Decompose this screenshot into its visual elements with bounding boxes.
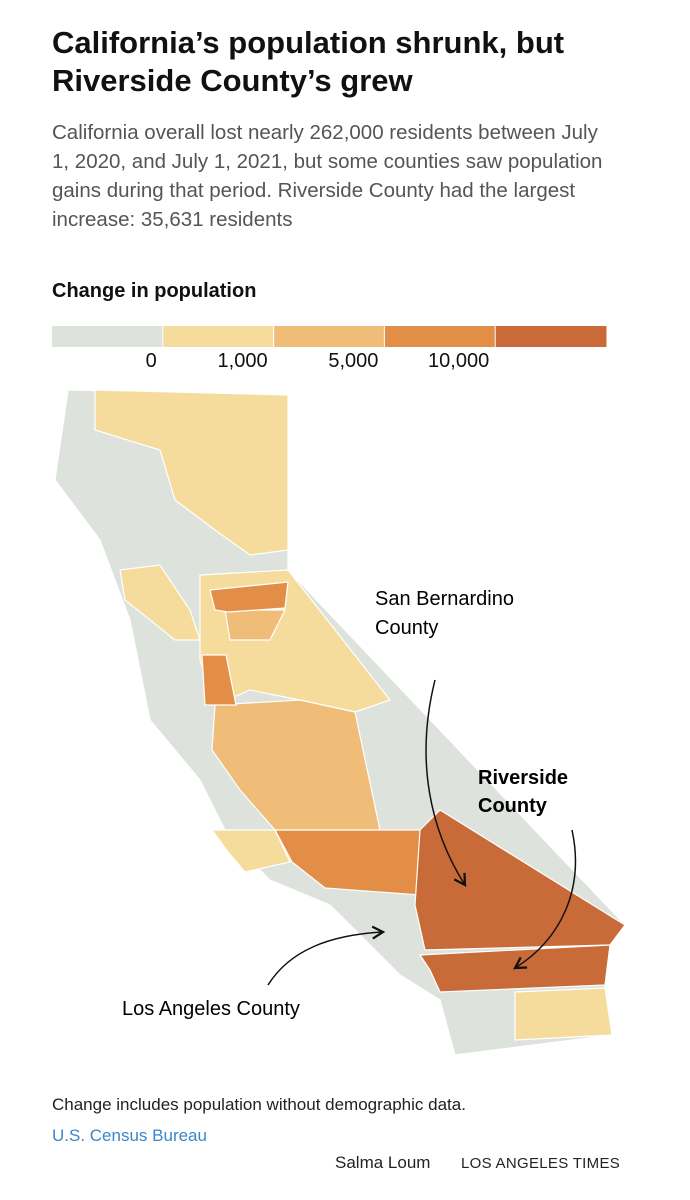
legend-title: Change in population	[52, 280, 257, 302]
region	[94, 389, 289, 556]
subtitle: California overall lost nearly 262,000 r…	[52, 121, 603, 231]
region	[514, 987, 613, 1041]
legend-swatch	[384, 326, 496, 347]
annotation: County	[375, 617, 438, 639]
legend-swatch	[162, 326, 275, 347]
legend-label: 5,000	[328, 350, 378, 372]
title: California’s population shrunk, but Rive…	[52, 25, 565, 98]
legend-swatch	[495, 326, 607, 347]
legend-label: 0	[146, 350, 157, 372]
annotation: Riverside	[478, 767, 568, 789]
region	[201, 654, 237, 706]
legend-label: 10,000	[428, 350, 489, 372]
region	[274, 829, 421, 896]
annotation: County	[478, 795, 548, 817]
annotation: Los Angeles County	[122, 998, 300, 1020]
footnote: Change includes population without demog…	[52, 1095, 466, 1114]
arrow	[425, 679, 467, 887]
region	[210, 829, 291, 873]
legend-swatch	[273, 326, 385, 347]
legend-bar: 0 1,000 5,000 10,000	[52, 326, 607, 372]
arrow	[513, 829, 577, 970]
legend-label: 1,000	[218, 350, 268, 372]
map: 0 1,000 5,000 10,000 San Bernardino County …	[52, 326, 626, 1056]
source: U.S. Census Bureau	[52, 1126, 207, 1145]
legend-swatch	[52, 326, 164, 347]
arrow	[267, 925, 386, 986]
regions	[54, 389, 626, 1056]
region	[209, 581, 289, 613]
publisher: LOS ANGELES TIMES	[461, 1155, 621, 1172]
credit: Salma Loum	[335, 1153, 431, 1172]
annotation: San Bernardino	[375, 588, 514, 610]
